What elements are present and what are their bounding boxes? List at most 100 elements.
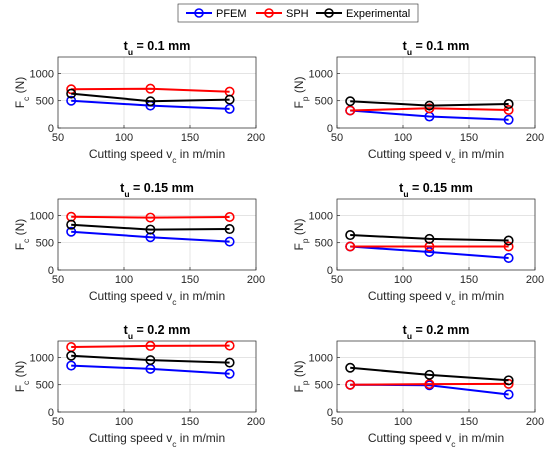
data-point [145,340,156,351]
subplot-title: tu = 0.15 mm [399,181,473,199]
y-axis-label: Fp (N) [292,218,310,250]
x-tick-label: 100 [394,274,412,286]
data-point [66,95,77,106]
x-tick-label: 200 [247,274,265,286]
y-axis-label: Fc (N) [13,219,31,251]
data-point [345,230,356,241]
x-tick-label: 50 [52,416,64,428]
series-line [71,223,230,231]
x-tick-label: 150 [181,416,199,428]
series-sph [66,340,235,353]
data-point [145,96,156,107]
y-tick-label: 0 [48,265,54,277]
data-point [66,219,77,230]
y-tick-label: 500 [315,96,333,108]
y-tick-label: 500 [315,238,333,250]
data-point [424,103,435,114]
data-point [66,84,77,95]
x-tick-label: 100 [394,416,412,428]
x-tick-label: 150 [181,274,199,286]
x-axis-label: Cutting speed vc in m/min [368,147,504,165]
plot-area [58,199,256,270]
data-point [424,233,435,244]
data-point [503,114,514,125]
data-point [224,368,235,379]
subplot: 50 100 150 200 0 500 1000 tu = 0.1 mm Cutting sp… [13,39,265,165]
y-tick-label: 0 [48,407,54,419]
x-axis-label: Cutting speed vc in m/min [368,289,504,307]
x-tick-label: 100 [394,132,412,144]
data-point [503,104,514,115]
data-point [503,98,514,109]
axes-frame [57,56,257,129]
data-point [424,369,435,380]
subplot: 50 100 150 200 0 500 1000 tu = 0.15 mm Cutting s… [13,181,265,307]
x-axis-label: Cutting speed vc in m/min [89,147,225,165]
x-tick-label: 150 [460,274,478,286]
subplot: 50 100 150 200 0 500 1000 tu = 0.2 mm Cutting sp… [13,323,265,449]
y-tick-label: 0 [327,123,333,135]
data-point [503,252,514,263]
series-line [350,245,509,259]
data-point [66,88,77,99]
data-point [224,94,235,105]
y-tick-label: 1000 [30,210,54,222]
legend: PFEM SPH Experimental [177,3,419,23]
plot-area [337,341,535,412]
axes-frame [57,198,257,271]
series-line [350,100,509,107]
y-tick-label: 1000 [30,68,54,80]
data-point [503,235,514,246]
series-experimental [66,88,235,107]
axes-frame [57,340,257,413]
subplot-title: tu = 0.15 mm [120,181,194,199]
data-point [224,236,235,247]
data-point [424,246,435,257]
y-axis-label: Fc (N) [13,77,31,109]
series-line [71,364,230,375]
series-experimental [66,350,235,368]
data-point [224,340,235,351]
legend-entry: SPH [256,8,309,20]
data-point [345,241,356,252]
data-point [224,357,235,368]
x-tick-label: 100 [115,416,133,428]
y-tick-label: 500 [36,238,54,250]
y-tick-label: 0 [48,123,54,135]
data-point [224,212,235,223]
x-tick-label: 150 [460,416,478,428]
data-point [503,389,514,400]
legend-box [177,3,419,23]
series-line [350,107,509,112]
y-tick-label: 500 [315,380,333,392]
x-tick-label: 200 [526,416,544,428]
legend-label: PFEM [216,8,247,20]
series-line [350,382,509,386]
x-tick-label: 50 [331,274,343,286]
x-tick-label: 50 [331,132,343,144]
y-axis-label: Fc (N) [13,361,31,393]
subplot: 50 100 150 200 0 500 1000 tu = 0.2 mm Cutting sp… [292,323,544,449]
legend-marker [324,8,334,18]
legend-label: Experimental [346,8,410,20]
data-point [424,100,435,111]
x-axis-label: Cutting speed vc in m/min [89,289,225,307]
series-experimental [345,230,514,246]
series-line [71,215,230,219]
x-tick-label: 150 [460,132,478,144]
subplot-title: tu = 0.1 mm [124,39,191,57]
axes-frame [336,340,536,413]
series-line [71,87,230,93]
plot-area [58,341,256,412]
legend-marker [264,8,274,18]
x-tick-label: 50 [331,416,343,428]
y-tick-label: 1000 [309,352,333,364]
data-point [145,83,156,94]
x-tick-label: 100 [115,274,133,286]
series-line [71,92,230,103]
series-line [350,234,509,242]
data-point [66,360,77,371]
x-axis-label: Cutting speed vc in m/min [89,431,225,449]
series-experimental [66,219,235,235]
